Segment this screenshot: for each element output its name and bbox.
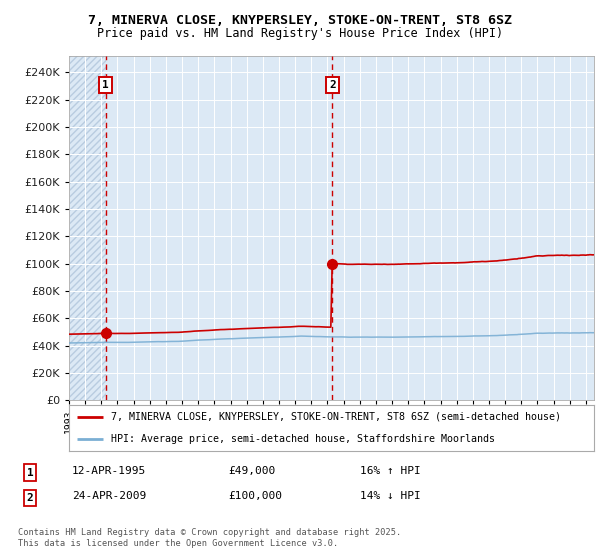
Text: 12-APR-1995: 12-APR-1995 <box>72 466 146 476</box>
Text: HPI: Average price, semi-detached house, Staffordshire Moorlands: HPI: Average price, semi-detached house,… <box>111 434 495 444</box>
Text: 7, MINERVA CLOSE, KNYPERSLEY, STOKE-ON-TRENT, ST8 6SZ (semi-detached house): 7, MINERVA CLOSE, KNYPERSLEY, STOKE-ON-T… <box>111 412 561 422</box>
Text: 2: 2 <box>329 80 336 90</box>
Text: Contains HM Land Registry data © Crown copyright and database right 2025.
This d: Contains HM Land Registry data © Crown c… <box>18 528 401 548</box>
Bar <box>69 56 106 400</box>
Text: Price paid vs. HM Land Registry's House Price Index (HPI): Price paid vs. HM Land Registry's House … <box>97 27 503 40</box>
Text: 2: 2 <box>26 493 34 503</box>
Text: £49,000: £49,000 <box>228 466 275 476</box>
Text: 1: 1 <box>103 80 109 90</box>
Text: 1: 1 <box>26 468 34 478</box>
Text: £100,000: £100,000 <box>228 491 282 501</box>
Text: 16% ↑ HPI: 16% ↑ HPI <box>360 466 421 476</box>
Text: 14% ↓ HPI: 14% ↓ HPI <box>360 491 421 501</box>
Text: 7, MINERVA CLOSE, KNYPERSLEY, STOKE-ON-TRENT, ST8 6SZ: 7, MINERVA CLOSE, KNYPERSLEY, STOKE-ON-T… <box>88 14 512 27</box>
Text: 24-APR-2009: 24-APR-2009 <box>72 491 146 501</box>
